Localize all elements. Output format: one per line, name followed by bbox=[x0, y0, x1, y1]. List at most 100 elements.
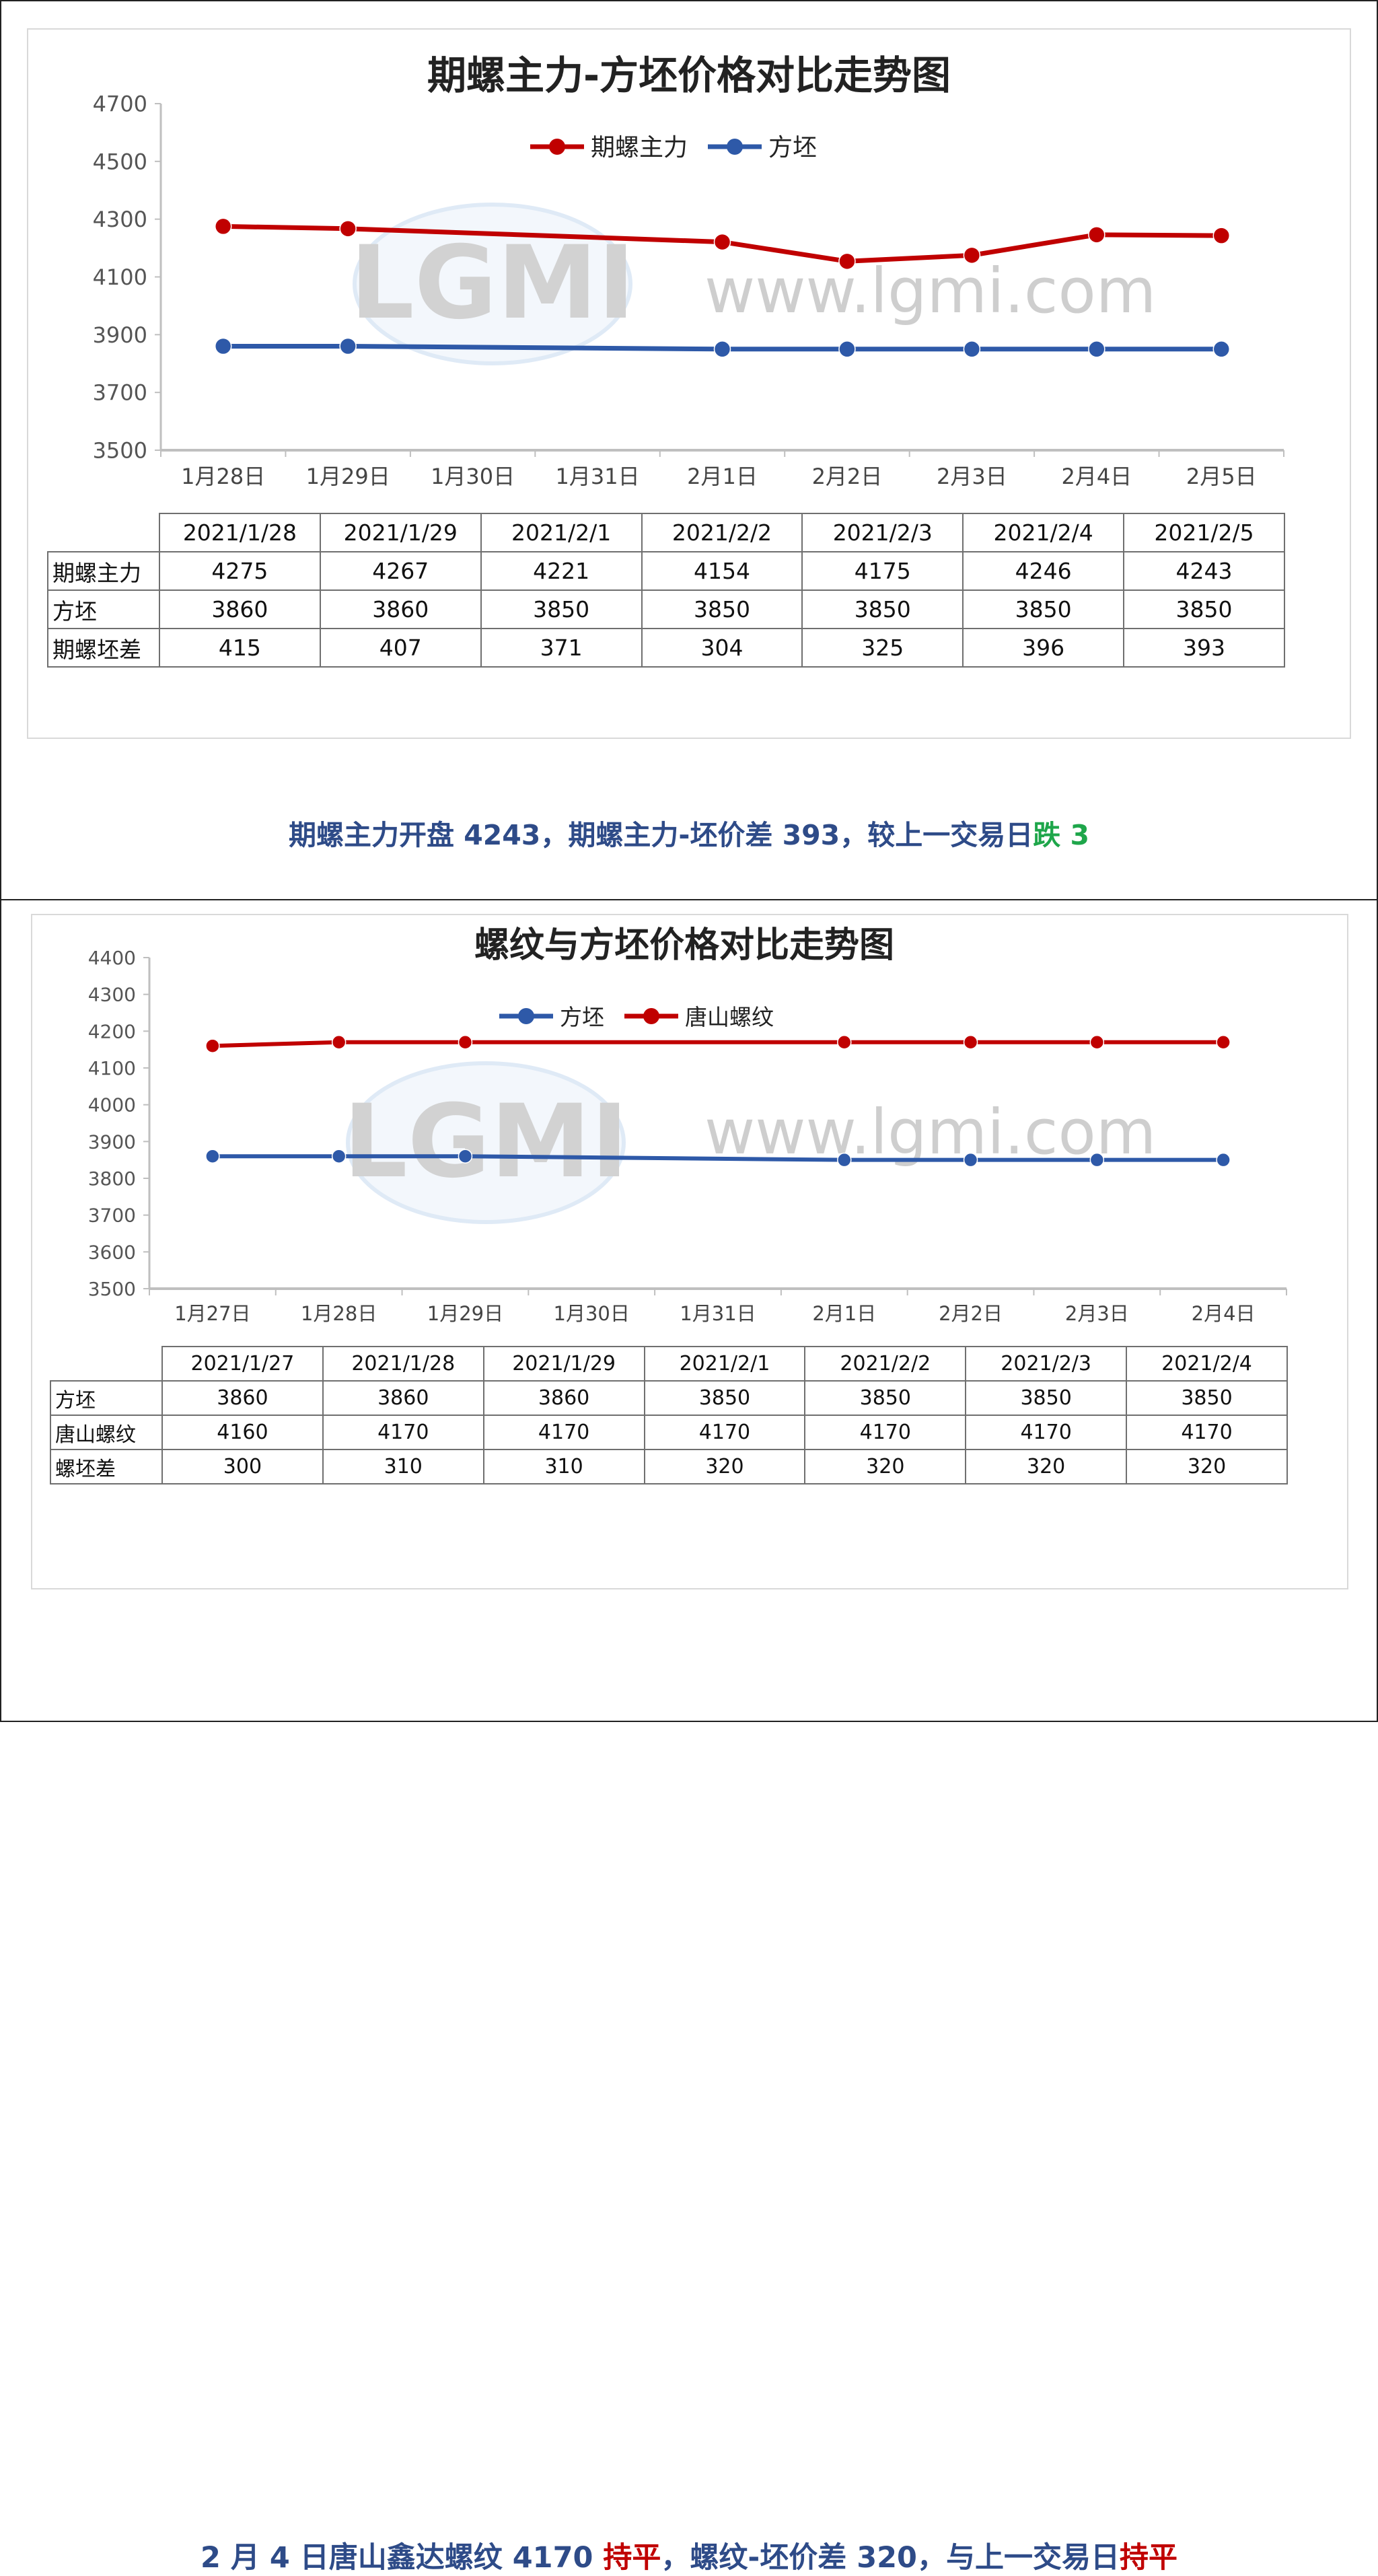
table-cell: 4267 bbox=[319, 551, 482, 591]
data-point bbox=[214, 337, 232, 355]
table-cell: 4170 bbox=[643, 1415, 806, 1450]
table-cell: 4170 bbox=[965, 1415, 1128, 1450]
table-cell: 407 bbox=[319, 628, 482, 668]
data-point bbox=[1089, 1034, 1105, 1050]
legend-item: 期螺主力 bbox=[530, 134, 688, 162]
y-tick-label: 4100 bbox=[93, 264, 147, 290]
chart-title: 螺纹与方坯价格对比走势图 bbox=[474, 925, 894, 966]
table-cell: 310 bbox=[322, 1449, 484, 1484]
table-row-label: 方坯 bbox=[47, 589, 160, 629]
table-cell: 4170 bbox=[482, 1415, 645, 1450]
legend-item: 方坯 bbox=[708, 134, 817, 162]
table-cell: 3850 bbox=[804, 1380, 967, 1416]
table-cell: 4275 bbox=[159, 551, 321, 591]
table-cell: 4154 bbox=[641, 551, 803, 591]
y-tick-label: 4500 bbox=[93, 149, 147, 174]
table-row-label: 螺坯差 bbox=[50, 1449, 163, 1484]
data-point bbox=[838, 341, 856, 358]
table-row-label: 期螺坯差 bbox=[47, 628, 160, 668]
table-header-cell: 2021/2/3 bbox=[965, 1346, 1128, 1382]
table-cell: 325 bbox=[801, 628, 964, 668]
legend-label: 期螺主力 bbox=[591, 134, 688, 162]
table-cell: 3860 bbox=[161, 1380, 324, 1416]
chart-1: LGMI www.lgmi.com 期螺主力-方坯价格对比走势图 3500 3700 39… bbox=[93, 52, 1284, 489]
x-tick-label: 2月5日 bbox=[1186, 464, 1257, 489]
caption-date-text: 2 月 4 日唐山鑫达螺纹 4170 bbox=[201, 2541, 604, 2575]
table-cell: 310 bbox=[482, 1449, 645, 1484]
table-header-cell: 2021/2/5 bbox=[1123, 513, 1285, 552]
data-point bbox=[963, 246, 981, 264]
table-cell: 396 bbox=[962, 628, 1125, 668]
table-header-cell: 2021/2/4 bbox=[1126, 1346, 1288, 1382]
data-point bbox=[713, 341, 731, 358]
status-flat-1: 持平 bbox=[603, 2541, 661, 2575]
table-cell: 3850 bbox=[962, 589, 1125, 629]
y-tick-label: 3600 bbox=[88, 1241, 136, 1263]
legend-label: 唐山螺纹 bbox=[685, 1004, 774, 1030]
table-cell: 300 bbox=[161, 1449, 324, 1484]
data-table-2: 2021/1/27 2021/1/28 2021/1/29 2021/2/1 2021/… bbox=[50, 1346, 1288, 1484]
x-tick-label: 2月1日 bbox=[687, 464, 758, 489]
y-tick-label: 3900 bbox=[93, 322, 147, 348]
legend-label: 方坯 bbox=[768, 134, 817, 162]
watermark: LGMI www.lgmi.com bbox=[343, 1061, 1156, 1224]
table-cell: 3860 bbox=[159, 589, 321, 629]
table-header-row: 2021/1/27 2021/1/28 2021/1/29 2021/2/1 2021/… bbox=[50, 1346, 1288, 1382]
x-tick-label: 1月31日 bbox=[556, 464, 640, 489]
legend-marker bbox=[518, 1008, 534, 1024]
data-point bbox=[458, 1034, 473, 1050]
y-tick-label: 4000 bbox=[88, 1094, 136, 1116]
data-point bbox=[1088, 226, 1105, 244]
table-header-cell: 2021/1/29 bbox=[482, 1346, 645, 1382]
table-header-cell: 2021/1/28 bbox=[159, 513, 321, 552]
table-row: 唐山螺纹 4160 4170 4170 4170 4170 4170 4170 bbox=[50, 1415, 1288, 1450]
chart-2: LGMI www.lgmi.com 螺纹与方坯价格对比走势图 3500 3600 3700… bbox=[88, 925, 1287, 1325]
y-tick-label: 3900 bbox=[88, 1131, 136, 1153]
y-tick-label: 4700 bbox=[93, 92, 147, 117]
watermark-logo-ellipse bbox=[346, 1061, 626, 1224]
series-line bbox=[212, 1040, 1224, 1048]
table-header-cell: 2021/1/28 bbox=[322, 1346, 484, 1382]
data-point bbox=[838, 252, 856, 271]
x-tick-label: 2月3日 bbox=[1065, 1302, 1129, 1325]
y-tick-label: 3700 bbox=[88, 1205, 136, 1227]
table-cell: 320 bbox=[965, 1449, 1128, 1484]
table-cell: 4221 bbox=[480, 551, 643, 591]
table-cell: 393 bbox=[1123, 628, 1285, 668]
table-header-cell: 2021/2/3 bbox=[801, 513, 964, 552]
table-cell: 415 bbox=[159, 628, 321, 668]
table-row-label: 唐山螺纹 bbox=[50, 1415, 163, 1450]
table-cell: 320 bbox=[1126, 1449, 1288, 1484]
table-row: 期螺主力 4275 4267 4221 4154 4175 4246 4243 bbox=[47, 551, 1285, 591]
table-cell: 304 bbox=[641, 628, 803, 668]
watermark: LGMI www.lgmi.com bbox=[350, 203, 1156, 365]
table-corner-cell bbox=[48, 513, 160, 552]
table-cell: 4170 bbox=[322, 1415, 484, 1450]
y-tick-label: 4300 bbox=[93, 207, 147, 232]
table-cell: 320 bbox=[643, 1449, 806, 1484]
table-cell: 3850 bbox=[641, 589, 803, 629]
data-point bbox=[458, 1149, 473, 1164]
table-row: 方坯 3860 3860 3860 3850 3850 3850 3850 bbox=[50, 1380, 1288, 1416]
table-cell: 3850 bbox=[1123, 589, 1285, 629]
table-cell: 3860 bbox=[319, 589, 482, 629]
legend-marker bbox=[727, 139, 743, 155]
data-point bbox=[1216, 1152, 1231, 1168]
y-tick-label: 4300 bbox=[88, 984, 136, 1006]
x-tick-label: 1月29日 bbox=[306, 464, 390, 489]
data-point bbox=[963, 1034, 978, 1050]
x-tick-label: 2月1日 bbox=[812, 1302, 876, 1325]
table-cell: 3850 bbox=[480, 589, 643, 629]
change-value: 跌 3 bbox=[1033, 819, 1090, 851]
table-row-label: 方坯 bbox=[50, 1380, 163, 1416]
table-header-cell: 2021/2/1 bbox=[480, 513, 643, 552]
y-tick-label: 4400 bbox=[88, 947, 136, 969]
y-tick-label: 3800 bbox=[88, 1168, 136, 1190]
data-point bbox=[214, 217, 232, 236]
data-point bbox=[1089, 1152, 1105, 1168]
x-tick-label: 2月3日 bbox=[937, 464, 1007, 489]
x-tick-label: 1月27日 bbox=[174, 1302, 250, 1325]
table-cell: 3850 bbox=[801, 589, 964, 629]
data-table-1: 2021/1/28 2021/1/29 2021/2/1 2021/2/2 2021/2… bbox=[47, 513, 1285, 668]
data-point bbox=[837, 1034, 852, 1050]
